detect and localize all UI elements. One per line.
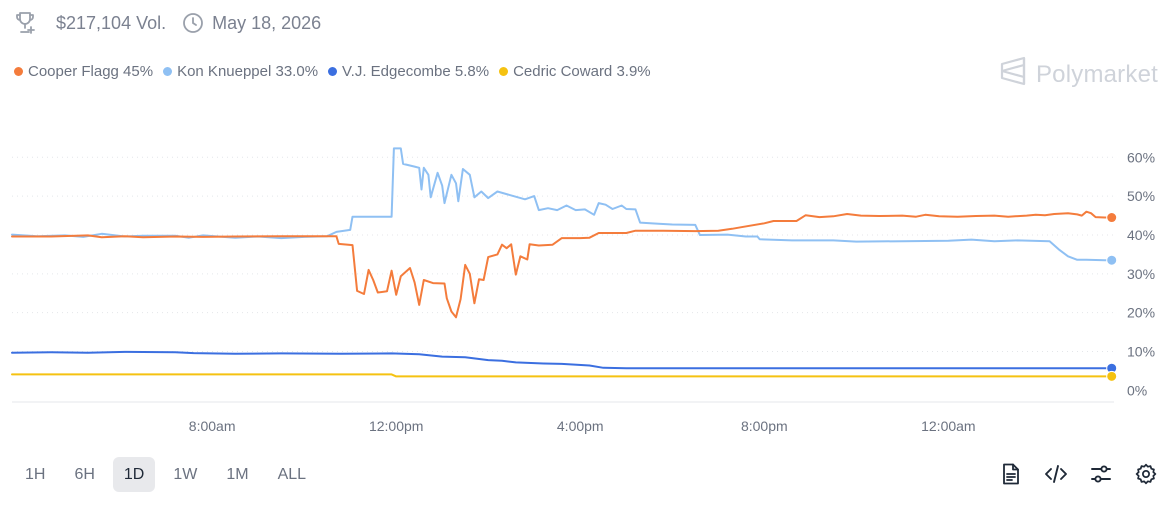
volume-text: $217,104 Vol. — [56, 12, 167, 33]
timeframe-6h-button[interactable]: 6H — [74, 465, 95, 483]
timeframe-all-button[interactable]: ALL — [277, 465, 307, 483]
timeframe-selector: 1H 6H 1D 1W 1M ALL — [14, 457, 324, 492]
market-header: $217,104 Vol. May 18, 2026 — [14, 10, 321, 36]
brand-name: Polymarket — [1035, 60, 1158, 88]
x-tick-label: 12:00am — [921, 418, 975, 434]
series-end-dot-cedric-coward — [1106, 370, 1118, 382]
x-tick-label: 8:00am — [189, 418, 236, 434]
legend-item-cooper-flagg[interactable]: Cooper Flagg 45% — [14, 63, 153, 80]
series-line-v-j-edgecombe[interactable] — [11, 350, 1113, 370]
clock-icon — [182, 12, 204, 34]
series-end-dot-kon-knueppel — [1106, 254, 1118, 266]
timeframe-1h-button[interactable]: 1H — [25, 465, 46, 483]
y-tick-label: 20% — [1127, 305, 1155, 321]
chart-grid — [12, 156, 1114, 353]
gear-icon[interactable] — [1134, 462, 1158, 486]
polymarket-brand: Polymarket — [999, 56, 1158, 93]
legend-label: Kon Knueppel 33.0% — [177, 62, 319, 80]
timeframe-1w-button[interactable]: 1W — [173, 465, 198, 483]
y-tick-label: 60% — [1127, 149, 1155, 165]
y-tick-label: 10% — [1127, 344, 1155, 360]
legend-dot — [499, 66, 509, 76]
chart-series — [11, 147, 1113, 378]
timeframe-1m-button[interactable]: 1M — [226, 465, 249, 483]
series-line-cooper-flagg[interactable] — [11, 210, 1113, 319]
y-tick-label: 30% — [1127, 266, 1155, 282]
y-tick-label: 40% — [1127, 227, 1155, 243]
chart-legend: Cooper Flagg 45% Kon Knueppel 33.0% V.J.… — [14, 61, 661, 81]
legend-dot — [328, 66, 338, 76]
end-date-text: May 18, 2026 — [212, 12, 322, 33]
legend-label: Cooper Flagg 45% — [28, 62, 154, 80]
legend-item-vj-edgecombe[interactable]: V.J. Edgecombe 5.8% — [328, 63, 489, 80]
document-icon[interactable] — [999, 462, 1023, 486]
legend-item-kon-knueppel[interactable]: Kon Knueppel 33.0% — [163, 63, 318, 80]
x-tick-label: 4:00pm — [557, 418, 604, 434]
timeframe-1d-button[interactable]: 1D — [112, 457, 156, 492]
series-end-dot-cooper-flagg — [1106, 212, 1118, 224]
legend-dot — [14, 66, 23, 76]
series-line-cedric-coward[interactable] — [11, 373, 1113, 378]
price-chart[interactable]: 60% 50% 40% 30% 20% 10% 0% 8:00am 12:00pm 4:00pm… — [0, 100, 1172, 450]
x-tick-label: 12:00pm — [369, 418, 423, 434]
legend-item-cedric-coward[interactable]: Cedric Coward 3.9% — [499, 63, 651, 80]
legend-label: V.J. Edgecombe 5.8% — [342, 62, 490, 80]
chart-tools — [978, 462, 1158, 486]
series-line-kon-knueppel[interactable] — [11, 147, 1113, 262]
sliders-icon[interactable] — [1089, 462, 1113, 486]
code-icon[interactable] — [1044, 462, 1068, 486]
y-tick-label: 0% — [1127, 382, 1147, 398]
legend-dot — [163, 66, 173, 76]
y-tick-label: 50% — [1127, 188, 1155, 204]
trophy-icon — [14, 11, 36, 35]
polymarket-logo-icon — [999, 56, 1027, 93]
chart-end-dots — [1106, 212, 1118, 382]
x-tick-label: 8:00pm — [741, 418, 788, 434]
y-axis-labels: 60% 50% 40% 30% 20% 10% 0% — [1127, 149, 1155, 398]
x-axis-labels: 8:00am 12:00pm 4:00pm 8:00pm 12:00am — [189, 418, 976, 434]
legend-label: Cedric Coward 3.9% — [513, 62, 651, 80]
